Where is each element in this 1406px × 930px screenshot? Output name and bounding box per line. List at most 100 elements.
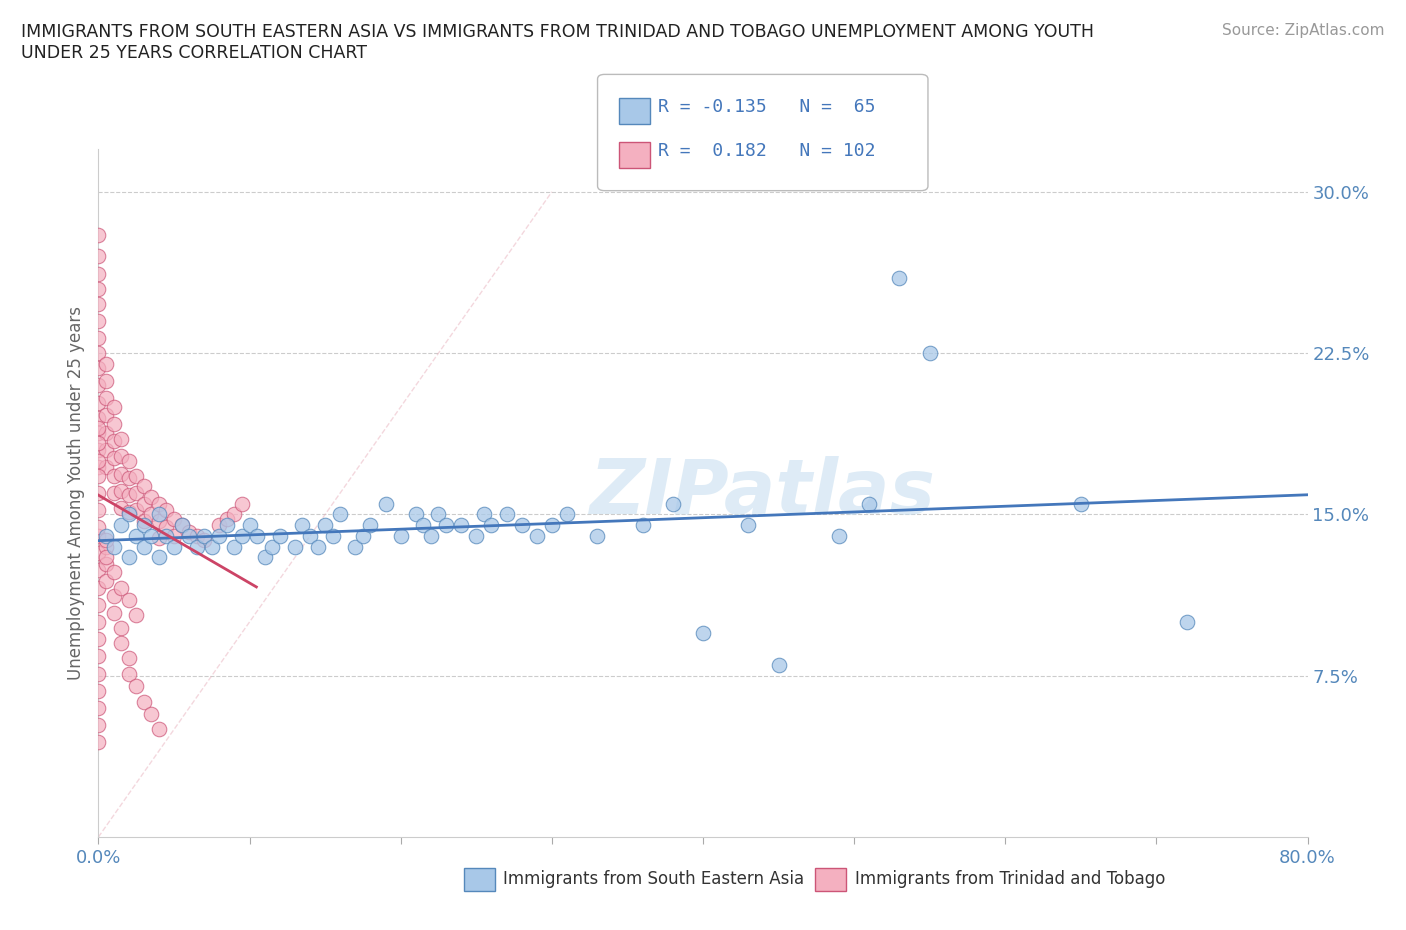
Point	[179, 528, 201, 543]
Point	[291, 518, 314, 533]
Point	[110, 484, 132, 498]
Point	[125, 503, 148, 518]
Point	[141, 490, 163, 505]
Point	[118, 666, 141, 681]
Point	[87, 297, 110, 312]
Text: Source: ZipAtlas.com: Source: ZipAtlas.com	[1222, 23, 1385, 38]
Point	[103, 539, 125, 554]
Point	[87, 249, 110, 264]
Point	[314, 518, 336, 533]
Point	[118, 505, 141, 520]
Point	[155, 528, 177, 543]
Point	[163, 539, 186, 554]
Point	[118, 651, 141, 666]
Point	[246, 528, 269, 543]
Point	[374, 497, 396, 512]
Point	[94, 391, 117, 405]
Point	[661, 497, 683, 512]
Point	[215, 512, 238, 526]
Point	[510, 518, 533, 533]
Point	[132, 479, 155, 494]
Point	[768, 658, 790, 672]
Point	[110, 580, 132, 595]
Point	[526, 528, 548, 543]
Point	[87, 649, 110, 664]
Point	[87, 615, 110, 630]
Point	[94, 374, 117, 389]
Point	[132, 513, 155, 528]
Point	[87, 378, 110, 392]
Text: ZIPatlas: ZIPatlas	[591, 456, 936, 530]
Point	[481, 518, 503, 533]
Point	[179, 525, 201, 539]
Point	[125, 469, 148, 484]
Point	[495, 507, 517, 522]
Point	[141, 528, 163, 543]
Point	[87, 735, 110, 750]
Point	[103, 469, 125, 484]
Point	[94, 539, 117, 554]
Point	[253, 550, 276, 565]
Point	[193, 533, 215, 548]
Point	[1070, 497, 1092, 512]
Point	[193, 528, 215, 543]
Point	[87, 469, 110, 484]
Point	[389, 528, 412, 543]
Point	[170, 518, 193, 533]
Point	[125, 608, 148, 623]
Point	[87, 666, 110, 681]
Point	[737, 518, 759, 533]
Point	[118, 593, 141, 608]
Point	[132, 539, 155, 554]
Point	[360, 518, 382, 533]
Point	[118, 487, 141, 502]
Point	[208, 528, 231, 543]
Point	[118, 453, 141, 468]
Point	[224, 539, 246, 554]
Point	[412, 518, 434, 533]
Point	[420, 528, 443, 543]
Point	[87, 266, 110, 281]
Point	[125, 679, 148, 694]
Point	[110, 621, 132, 636]
Text: Immigrants from Trinidad and Tobago: Immigrants from Trinidad and Tobago	[855, 870, 1166, 888]
Point	[239, 518, 262, 533]
Point	[87, 503, 110, 518]
Point	[87, 684, 110, 698]
Point	[87, 528, 110, 543]
Text: Immigrants from South Eastern Asia: Immigrants from South Eastern Asia	[503, 870, 804, 888]
Point	[87, 421, 110, 436]
Point	[110, 432, 132, 446]
Point	[215, 518, 238, 533]
Point	[87, 361, 110, 376]
Point	[155, 503, 177, 518]
Point	[118, 507, 141, 522]
Point	[148, 497, 170, 512]
Point	[141, 707, 163, 722]
Point	[103, 400, 125, 415]
Point	[110, 636, 132, 651]
Point	[586, 528, 609, 543]
Point	[103, 417, 125, 432]
Text: IMMIGRANTS FROM SOUTH EASTERN ASIA VS IMMIGRANTS FROM TRINIDAD AND TOBAGO UNEMPL: IMMIGRANTS FROM SOUTH EASTERN ASIA VS IM…	[21, 23, 1094, 62]
Point	[118, 550, 141, 565]
Point	[148, 550, 170, 565]
Point	[110, 518, 132, 533]
Point	[1175, 615, 1198, 630]
Point	[299, 528, 322, 543]
Point	[329, 507, 352, 522]
Point	[94, 425, 117, 440]
Point	[110, 466, 132, 481]
Point	[132, 497, 155, 512]
Text: R =  0.182   N = 102: R = 0.182 N = 102	[658, 142, 876, 160]
Point	[94, 533, 117, 548]
Point	[352, 528, 374, 543]
Point	[828, 528, 851, 543]
Point	[224, 507, 246, 522]
Point	[141, 507, 163, 522]
Point	[87, 313, 110, 328]
Point	[307, 539, 329, 554]
Point	[103, 485, 125, 500]
Point	[87, 436, 110, 451]
Point	[148, 513, 170, 528]
